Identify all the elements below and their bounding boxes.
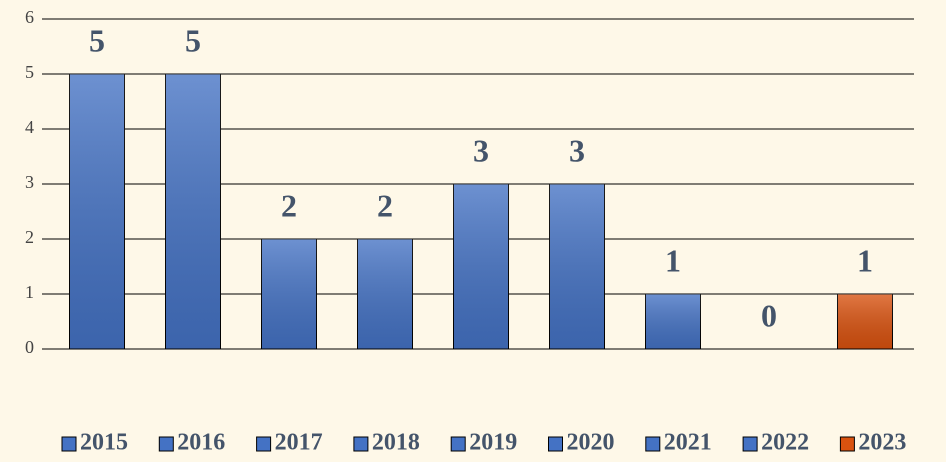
y-tick-label: 4	[25, 117, 34, 137]
bar	[645, 293, 701, 350]
legend-swatch	[158, 436, 174, 452]
bar	[549, 183, 605, 350]
value-label: 2	[281, 187, 297, 223]
legend-swatch	[645, 436, 661, 452]
bar	[453, 183, 509, 350]
value-label: 1	[857, 242, 873, 278]
y-tick-label: 6	[25, 7, 34, 27]
y-tick-label: 0	[25, 337, 34, 357]
y-tick-label: 2	[25, 227, 34, 247]
legend-label: 2019	[469, 430, 517, 456]
legend-label: 2017	[275, 430, 323, 456]
value-label: 1	[665, 242, 681, 278]
legend-label: 2021	[664, 430, 712, 456]
y-tick-label: 3	[25, 172, 34, 192]
legend-swatch	[450, 436, 466, 452]
legend-swatch	[742, 436, 758, 452]
value-label: 2	[377, 187, 393, 223]
legend-label: 2015	[80, 430, 128, 456]
legend-label: 2023	[858, 430, 906, 456]
value-label: 3	[473, 132, 489, 168]
bar	[261, 238, 317, 350]
legend-label: 2020	[567, 430, 615, 456]
bar	[165, 73, 221, 350]
legend-label: 2022	[761, 430, 809, 456]
legend-swatch	[353, 436, 369, 452]
legend-label: 2018	[372, 430, 420, 456]
bar	[357, 238, 413, 350]
value-label: 3	[569, 132, 585, 168]
legend-swatch	[548, 436, 563, 452]
legend-swatch	[61, 436, 77, 452]
value-label: 5	[89, 22, 105, 58]
y-tick-label: 1	[25, 282, 34, 302]
legend-swatch	[256, 436, 272, 452]
y-tick-label: 5	[25, 62, 34, 82]
legend-swatch	[839, 436, 855, 452]
value-label: 0	[761, 297, 777, 333]
bar	[837, 293, 893, 350]
legend-label: 2016	[177, 430, 225, 456]
bar	[69, 73, 125, 350]
value-label: 5	[185, 22, 201, 58]
